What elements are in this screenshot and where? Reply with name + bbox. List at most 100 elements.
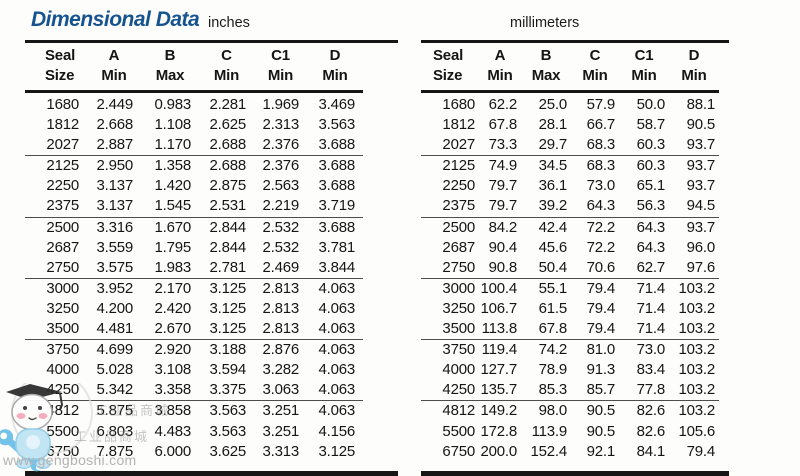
dimension-value-cell: 93.7 [686,136,716,154]
seal-size-cell: 2750 [46,258,79,276]
dimension-value-cell: 1.170 [154,136,191,154]
dimension-value-cell: 1.969 [262,96,299,113]
dimension-value-cell: 113.8 [481,320,518,338]
table-row: 2500 3.316 1.670 2.844 2.532 3.688 [25,216,398,238]
table-row: 2500 84.2 42.4 72.2 64.3 93.7 [421,216,729,238]
dimension-value-cell: 72.2 [571,216,619,238]
seal-size-cell: 2027 [46,136,79,154]
dimension-value-cell: 3.688 [307,155,363,177]
dimension-value-cell: 1.795 [154,238,191,256]
dimension-value-cell: 2.813 [262,320,299,338]
dimension-value-cell: 103.2 [669,400,719,422]
seal-size-cell: 3750 [421,339,479,361]
dimension-value-cell: 81.0 [571,339,619,361]
table-row: 5500 6.803 4.483 3.563 3.251 4.156 [25,422,398,442]
column-header-d: D Min [307,41,363,93]
dimension-value-cell: 3.125 [209,320,246,338]
dimension-value-cell: 90.5 [586,422,616,440]
seal-size-cell: 1812 [46,116,79,134]
dimension-value-cell: 3.594 [209,361,246,379]
dimension-value-cell: 3.316 [87,216,141,238]
dimension-value-cell: 2.281 [209,96,246,113]
dimension-value-cell: 79.4 [571,277,619,299]
seal-size-cell: 3000 [421,277,479,299]
seal-size-cell: 3000 [25,277,87,299]
dimension-value-cell: 90.5 [571,400,619,422]
dimension-value-cell: 93.7 [669,216,719,238]
column-header-c: C Min [571,41,619,93]
dimension-value-cell: 79.4 [586,299,616,317]
dimension-value-cell: 2.920 [141,339,199,361]
dimension-value-cell: 105.6 [678,422,715,440]
dimension-value-cell: 4.063 [318,299,355,317]
dimension-value-cell: 45.6 [538,238,568,256]
watermark-cn-text: 工业品商城 [95,403,171,418]
dimension-value-cell: 77.8 [636,381,666,399]
table-row: 4812 5.875 3.858 3.563 3.251 4.063 [25,400,398,422]
dimension-value-cell: 42.4 [521,216,571,238]
dimension-value-cell: 2.668 [96,116,133,134]
table-row: 1812 2.668 1.108 2.625 2.313 3.563 [25,115,398,135]
dimension-value-cell: 127.7 [480,361,517,379]
dimension-value-cell: 3.063 [262,381,299,399]
dimension-value-cell: 3.952 [87,277,141,299]
dimension-value-cell: 2.887 [96,136,133,154]
dimension-value-cell: 4.156 [318,422,355,440]
table-row: 1680 2.449 0.983 2.281 1.969 3.469 [25,92,398,116]
dimension-value-cell: 4.063 [318,320,355,338]
dimension-value-cell: 85.3 [538,381,568,399]
table-row: 3250 4.200 2.420 3.125 2.813 4.063 [25,299,398,319]
dimension-value-cell: 3.563 [318,116,355,134]
seal-size-cell: 2125 [25,155,87,177]
table-row: 2125 74.9 34.5 68.3 60.3 93.7 [421,155,729,177]
dimension-value-cell: 4.063 [318,361,355,379]
seal-size-cell: 4000 [442,361,475,379]
dimension-value-cell: 2.219 [262,197,299,215]
dimension-value-cell: 3.559 [96,238,133,256]
dimension-value-cell: 39.2 [538,197,568,215]
column-header-seal: Seal Size [25,41,87,93]
seal-size-cell: 2375 [442,197,475,215]
dimension-value-cell: 2.876 [254,339,307,361]
page-title: Dimensional Data [31,8,200,31]
dimension-value-cell: 2.625 [209,116,246,134]
dimension-value-cell: 70.6 [586,258,616,276]
dimension-value-cell: 1.670 [141,216,199,238]
dimension-value-cell: 4.483 [154,422,191,440]
dimension-value-cell: 3.375 [209,381,246,399]
dimension-value-cell: 78.9 [538,361,568,379]
column-header-c1: C1 Min [619,41,669,93]
dimension-value-cell: 64.3 [619,216,669,238]
dimension-value-cell: 50.4 [538,258,568,276]
dimension-value-cell: 119.4 [479,339,521,361]
dimension-value-cell: 64.3 [586,197,616,215]
table-row: 6750 200.0 152.4 92.1 84.1 79.4 [421,442,729,462]
column-header-a: A Min [87,41,141,93]
dimension-value-cell: 94.5 [686,197,716,215]
dimension-value-cell: 3.125 [209,299,246,317]
dimension-value-cell: 96.0 [686,238,716,256]
dimension-value-cell: 84.1 [636,442,666,460]
dimension-value-cell: 4.063 [307,339,363,361]
dimension-value-cell: 90.8 [488,258,518,276]
table-row: 2687 90.4 45.6 72.2 64.3 96.0 [421,238,729,258]
dimension-value-cell: 3.358 [154,381,191,399]
dimension-value-cell: 3.858 [141,400,199,422]
seal-size-cell: 2500 [25,216,87,238]
dimension-value-cell: 6.000 [154,442,191,460]
dimension-value-cell: 62.2 [488,96,518,113]
dimension-value-cell: 2.688 [209,136,246,154]
watermark-cn-text: 工业品商城 [74,429,150,444]
dimension-value-cell: 68.3 [586,136,616,154]
dimension-value-cell: 3.844 [318,258,355,276]
dimension-value-cell: 100.4 [479,277,521,299]
dimension-value-cell: 103.2 [669,277,719,299]
dimension-value-cell: 3.137 [96,177,133,195]
table-row: 2027 2.887 1.170 2.688 2.376 3.688 [25,135,398,156]
dimension-value-cell: 64.3 [636,238,666,256]
table-row: 5500 172.8 113.9 90.5 82.6 105.6 [421,422,729,442]
dimension-value-cell: 36.1 [538,177,568,195]
dimension-value-cell: 103.2 [678,361,715,379]
seal-size-cell: 3500 [46,320,79,338]
dimension-value-cell: 79.4 [686,442,716,460]
